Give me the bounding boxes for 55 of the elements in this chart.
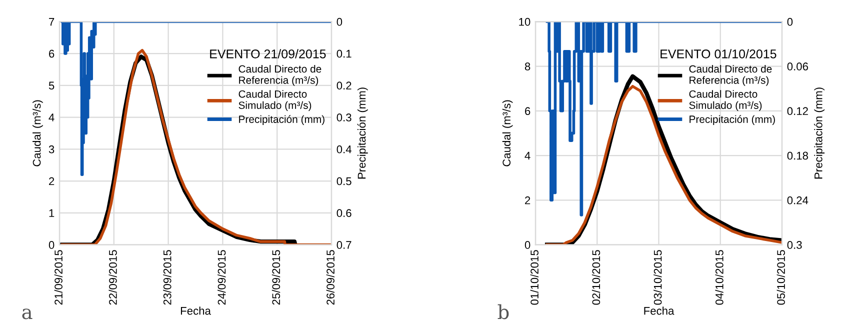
y-tick-label: 2 bbox=[49, 177, 54, 186]
legend-label: Caudal Directo Simulado (m³/s) bbox=[238, 90, 312, 112]
text: a bbox=[22, 308, 32, 320]
x-axis-title: Fecha bbox=[644, 306, 674, 315]
y-tick-label: 0 bbox=[48, 241, 54, 249]
x-tick-label: 01/10/2015 bbox=[530, 250, 538, 305]
y-tick-label: 2 bbox=[525, 196, 530, 204]
x-tick-label: 26/09/2015 bbox=[326, 250, 334, 305]
y2-axis-title: Precipitación (mm) bbox=[357, 88, 368, 179]
x-tick-label: 02/10/2015 bbox=[592, 250, 600, 305]
x-tick-label: 21/09/2015 bbox=[54, 250, 62, 305]
legend-title: EVENTO 21/09/2015 bbox=[210, 49, 326, 58]
y-tick-label: 7 bbox=[49, 18, 54, 26]
y2-axis-title: Precipitación (mm) bbox=[814, 88, 825, 179]
x-tick-label: 24/09/2015 bbox=[218, 250, 226, 305]
y-tick-label: 8 bbox=[524, 62, 530, 70]
x-tick-label: 05/10/2015 bbox=[776, 250, 785, 305]
y-axis-title: Caudal (m³/s) bbox=[32, 100, 43, 166]
legend-label: Precipitación (mm) bbox=[239, 115, 324, 126]
y-axis-title: Caudal (m³/s) bbox=[502, 100, 513, 166]
y2-tick-label: 0.12 bbox=[787, 107, 808, 116]
y-tick-label: 6 bbox=[49, 50, 54, 58]
x-tick-label: 04/10/2015 bbox=[715, 250, 724, 305]
x-tick-label: 25/09/2015 bbox=[272, 250, 280, 305]
legend-label: Caudal Directo de Referencia (m³/s) bbox=[689, 64, 772, 86]
y2-tick-label: 0.1 bbox=[336, 50, 352, 58]
y-tick-label: 5 bbox=[48, 82, 54, 90]
y2-tick-label: 0 bbox=[336, 18, 342, 26]
y-tick-label: 10 bbox=[519, 18, 530, 26]
y2-tick-label: 0.6 bbox=[336, 209, 352, 218]
y2-tick-label: 0.24 bbox=[787, 196, 808, 204]
y-tick-label: 4 bbox=[48, 114, 54, 122]
y-tick-label: 4 bbox=[524, 152, 530, 160]
y-tick-label: 0 bbox=[524, 241, 530, 249]
y2-tick-label: 0.3 bbox=[336, 114, 352, 122]
y2-tick-label: 0.3 bbox=[787, 241, 802, 249]
y2-tick-label: 0.5 bbox=[336, 177, 352, 186]
x-tick-label: 23/09/2015 bbox=[163, 250, 172, 305]
y-tick-label: 6 bbox=[525, 107, 530, 116]
y-tick-label: 3 bbox=[48, 145, 54, 154]
y2-tick-label: 0.2 bbox=[336, 82, 352, 90]
y-tick-label: 1 bbox=[49, 209, 54, 217]
y2-tick-label: 0.06 bbox=[787, 62, 808, 70]
y2-tick-label: 0.4 bbox=[336, 145, 352, 154]
x-tick-label: 03/10/2015 bbox=[654, 250, 662, 305]
x-tick-label: 22/09/2015 bbox=[108, 250, 117, 305]
y2-tick-label: 0 bbox=[787, 18, 793, 26]
legend-label: Caudal Directo de Referencia (m³/s) bbox=[238, 64, 322, 86]
text: b bbox=[498, 304, 509, 320]
legend-label: Caudal Directo Simulado (m³/s) bbox=[689, 90, 762, 112]
legend-label: Precipitación (mm) bbox=[690, 115, 775, 126]
x-axis-title: Fecha bbox=[180, 306, 211, 315]
legend-title: EVENTO 01/10/2015 bbox=[660, 49, 776, 58]
y2-tick-label: 0.18 bbox=[787, 152, 808, 160]
y2-tick-label: 0.7 bbox=[336, 241, 352, 249]
